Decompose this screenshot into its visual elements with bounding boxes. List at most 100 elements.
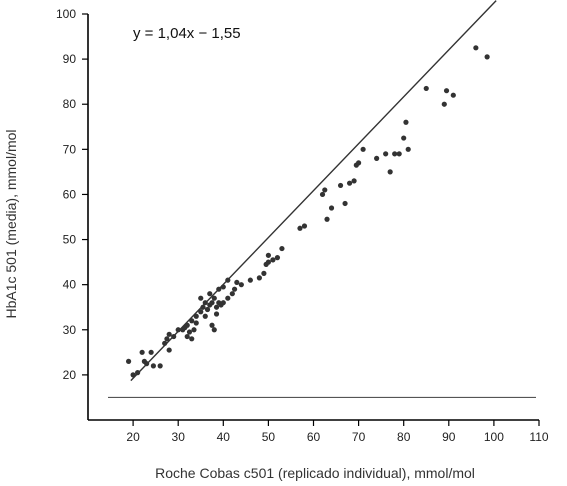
y-tick-label: 90 (63, 52, 77, 66)
data-point (211, 295, 217, 301)
data-point (356, 160, 362, 166)
data-point (162, 340, 168, 346)
data-point (191, 327, 197, 333)
data-point (256, 275, 262, 281)
data-point (202, 300, 208, 306)
data-point (216, 286, 222, 292)
y-axis-ticks: 20 30 40 50 60 70 80 90 100 (56, 7, 88, 382)
data-point (270, 257, 276, 263)
data-point (171, 333, 177, 340)
x-tick-label: 90 (442, 430, 456, 444)
data-point (351, 178, 357, 184)
data-point (342, 200, 348, 207)
data-point (213, 304, 220, 310)
data-point (383, 151, 389, 157)
data-point (225, 295, 231, 301)
data-point (130, 372, 136, 378)
x-tick-label: 70 (352, 430, 366, 444)
data-point (396, 151, 402, 157)
x-tick-label: 30 (172, 430, 186, 444)
data-point (189, 336, 195, 342)
data-point (297, 225, 303, 231)
data-point (360, 146, 366, 152)
data-point (319, 191, 326, 198)
data-point (346, 180, 353, 186)
data-point (401, 135, 407, 141)
data-point (484, 54, 490, 60)
data-point (234, 279, 240, 286)
y-tick-label: 70 (63, 142, 77, 156)
y-axis-title: HbA1c 501 (media), mmol/mol (3, 129, 19, 318)
data-point (443, 88, 450, 94)
data-point (204, 306, 211, 313)
data-point (125, 358, 132, 364)
data-point (198, 309, 204, 315)
data-point (164, 336, 170, 342)
data-point (423, 85, 429, 92)
data-point (220, 300, 226, 306)
data-point (189, 318, 195, 324)
data-point (184, 322, 190, 328)
y-tick-label: 60 (63, 187, 77, 201)
data-point (148, 349, 154, 355)
data-point (387, 169, 393, 175)
data-point (392, 151, 398, 157)
data-point (231, 286, 238, 292)
data-point (405, 146, 411, 152)
data-point (247, 277, 253, 283)
data-point (301, 223, 308, 229)
y-tick-label: 50 (63, 233, 77, 247)
data-point (193, 320, 199, 326)
data-point (220, 284, 226, 290)
y-tick-label: 20 (63, 368, 77, 382)
data-point (207, 291, 213, 297)
data-point (374, 155, 380, 161)
data-point (328, 205, 335, 211)
x-tick-label: 20 (126, 430, 140, 444)
data-point (202, 313, 208, 319)
x-axis-title: Roche Cobas c501 (replicado individual),… (155, 465, 475, 481)
data-point (184, 333, 190, 340)
data-point (198, 295, 204, 301)
data-point (209, 322, 215, 328)
data-point (473, 45, 479, 51)
data-point (225, 277, 231, 283)
regression-equation: y = 1,04x − 1,55 (133, 25, 241, 42)
regression-line (130, 0, 497, 382)
data-point (274, 255, 281, 261)
data-point (403, 119, 409, 125)
x-tick-label: 110 (529, 430, 548, 444)
data-point (150, 363, 156, 369)
x-tick-label: 80 (397, 430, 411, 444)
data-point (157, 363, 163, 369)
data-point (265, 259, 271, 265)
data-point (279, 245, 285, 252)
data-point (238, 282, 244, 288)
data-point (265, 252, 271, 258)
y-tick-label: 80 (63, 97, 77, 111)
data-point (450, 92, 456, 98)
data-point (186, 329, 193, 335)
data-point (322, 187, 328, 193)
x-tick-label: 60 (307, 430, 321, 444)
x-axis-ticks: 20 30 40 50 60 70 80 90 100 110 (126, 420, 549, 444)
data-point (209, 300, 215, 306)
x-tick-label: 40 (217, 430, 231, 444)
x-tick-label: 50 (262, 430, 276, 444)
data-point (193, 313, 199, 319)
data-point (211, 327, 217, 333)
data-point (441, 101, 447, 107)
data-point (213, 311, 220, 317)
data-point (337, 182, 344, 189)
data-point (166, 331, 172, 337)
data-point (144, 361, 150, 367)
data-points (125, 45, 490, 378)
data-point (229, 291, 235, 297)
data-point (139, 349, 145, 355)
y-tick-label: 40 (63, 278, 77, 292)
data-point (135, 370, 141, 376)
data-point (166, 347, 172, 353)
data-point (175, 327, 181, 333)
data-point (324, 216, 330, 222)
